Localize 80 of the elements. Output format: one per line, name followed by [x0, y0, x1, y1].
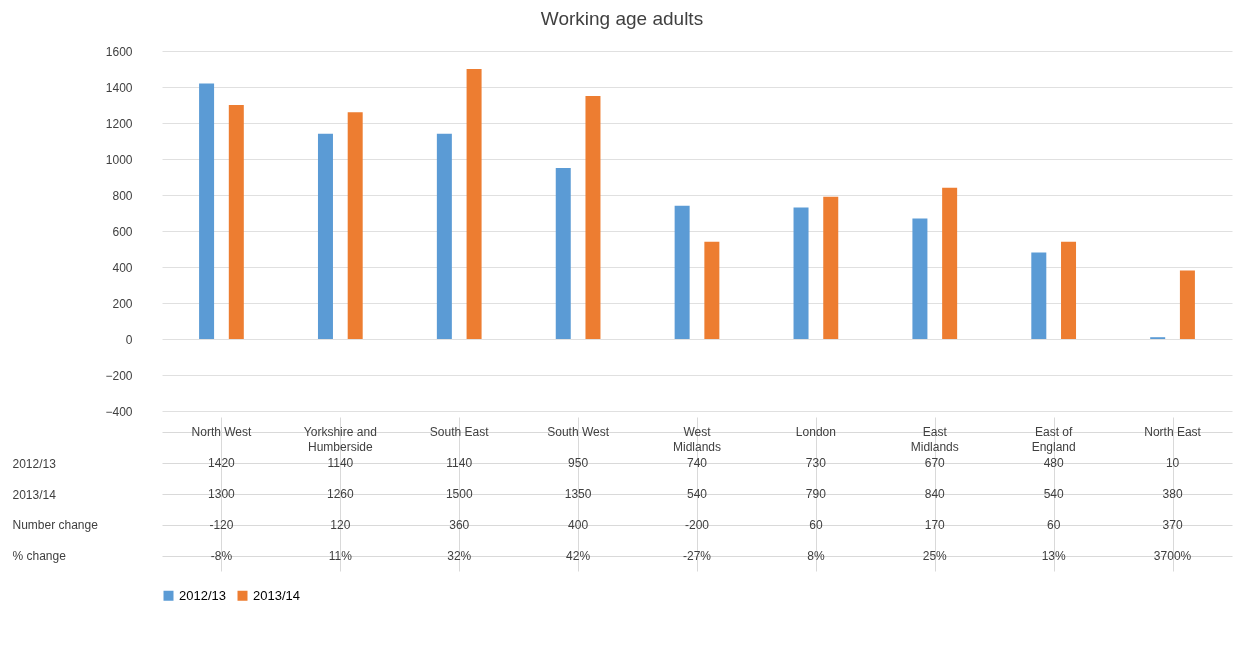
text: -27% — [682, 548, 712, 563]
bar — [674, 205, 690, 339]
bar — [228, 105, 244, 339]
y-tick-label: 1000 — [105, 152, 133, 167]
chart-title: Working age adults — [540, 8, 704, 29]
data-label: 1500 — [445, 487, 473, 501]
bar — [199, 83, 215, 339]
legend-label: 2013/14 — [253, 587, 300, 603]
bar — [912, 218, 928, 339]
bar — [317, 133, 333, 339]
x-tick-label: East Midlands — [910, 425, 959, 455]
bar — [942, 187, 958, 339]
x-tick-label: North East — [1144, 425, 1202, 440]
bar — [793, 207, 809, 339]
y-tick-label: −200 — [105, 368, 133, 383]
y-tick-label: −400 — [105, 404, 133, 419]
text: 170 — [924, 517, 946, 532]
data-label: 380 — [1162, 487, 1183, 501]
data-label: 790 — [805, 487, 827, 501]
data-label: 540 — [686, 487, 708, 501]
text: 25% — [922, 548, 948, 563]
bar — [823, 196, 839, 339]
bar — [704, 241, 720, 339]
data-label: 1140 — [327, 456, 354, 471]
y-tick-label: 0 — [125, 332, 133, 347]
y-tick-label: 1400 — [105, 80, 133, 95]
data-label: 730 — [805, 456, 827, 471]
data-label: 1140 — [446, 456, 473, 471]
text: 370 — [1162, 517, 1183, 532]
y-tick-label: 400 — [112, 260, 133, 275]
data-label: 1260 — [326, 487, 354, 501]
data-label: 1300 — [208, 487, 236, 501]
text: -120 — [209, 517, 234, 532]
data-label: 840 — [924, 487, 946, 501]
text: 2012/13 — [12, 456, 56, 471]
text: 60 — [1046, 517, 1061, 532]
bar — [347, 112, 363, 339]
x-tick-label: West Midlands — [672, 425, 722, 455]
x-tick-label: North West — [191, 425, 253, 440]
y-tick-label: 800 — [112, 188, 133, 203]
data-label: 740 — [686, 456, 708, 471]
data-label: 950 — [568, 456, 589, 471]
y-tick-label: 600 — [112, 224, 133, 239]
bar — [1031, 252, 1047, 339]
bar — [1179, 270, 1195, 339]
legend-label: 2012/13 — [179, 587, 226, 603]
x-tick-label: Yorkshire and Humberside — [303, 425, 377, 455]
y-tick-label: 1200 — [105, 116, 133, 131]
text: 360 — [449, 517, 470, 532]
text: 120 — [330, 517, 351, 532]
text: % change — [12, 549, 67, 564]
bar — [585, 96, 601, 339]
text: 8% — [807, 548, 825, 563]
text: -200 — [684, 517, 710, 532]
data-label: 1350 — [564, 487, 592, 501]
bar — [466, 69, 482, 339]
x-tick-label: London — [795, 425, 836, 440]
data-label: 480 — [1043, 456, 1064, 471]
text: 11% — [328, 548, 353, 563]
data-label: 540 — [1043, 487, 1064, 501]
bar — [555, 168, 571, 339]
text: 3700% — [1153, 548, 1192, 563]
data-label: 10 — [1165, 456, 1180, 471]
bar — [1061, 241, 1077, 339]
bar — [436, 133, 452, 339]
text: 400 — [568, 517, 589, 532]
x-tick-label: South East — [429, 425, 490, 440]
text: 13% — [1041, 548, 1066, 563]
text: -8% — [210, 548, 233, 563]
text: 60 — [809, 517, 823, 532]
text: 42% — [566, 548, 591, 563]
x-tick-label: South West — [547, 425, 610, 440]
data-label: 1420 — [208, 456, 236, 471]
text: 32% — [447, 548, 472, 563]
text: 2013/14 — [12, 487, 56, 502]
x-tick-label: East of England — [1031, 425, 1076, 455]
y-tick-label: 1600 — [105, 44, 133, 59]
text: Number change — [12, 518, 99, 533]
data-label: 670 — [924, 456, 946, 471]
y-tick-label: 200 — [112, 296, 133, 311]
